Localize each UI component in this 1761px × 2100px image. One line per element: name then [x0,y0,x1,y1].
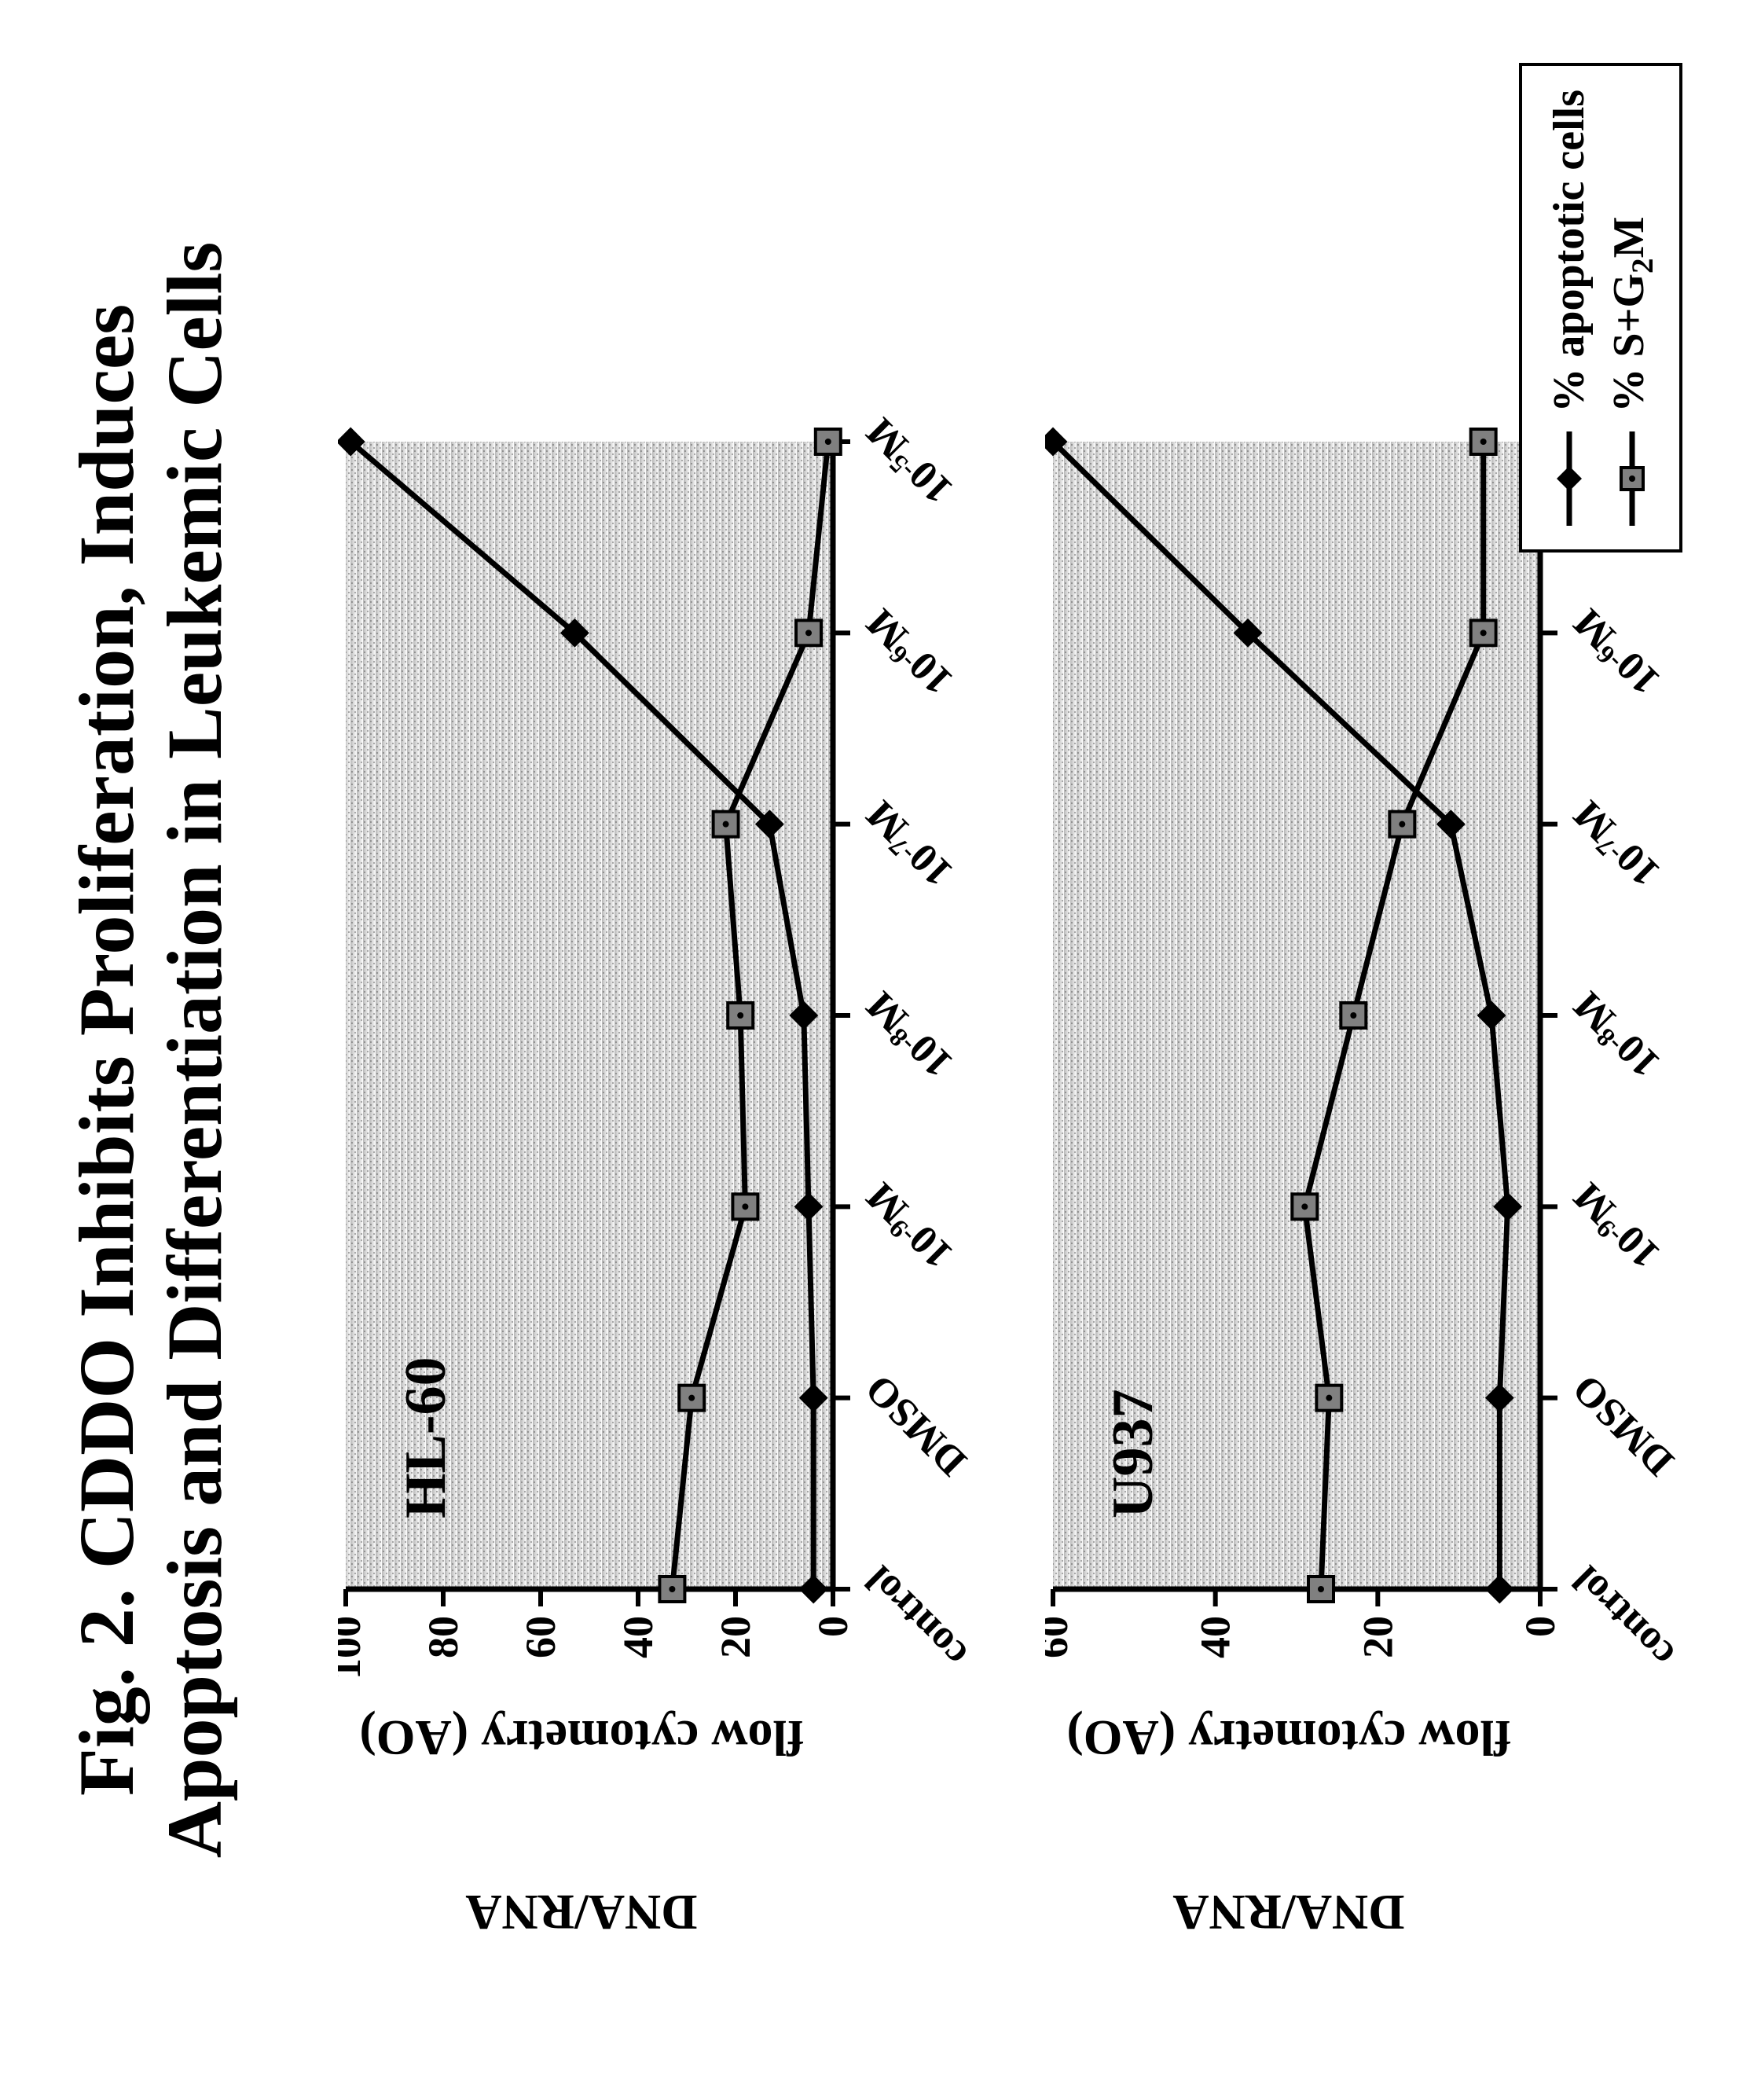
xtick-label: 10-5M [857,408,962,513]
figure-title: Fig. 2. CDDO Inhibits Proliferation, Ind… [63,0,239,2100]
xtick-label: DMSO [857,1365,976,1485]
svg-text:40: 40 [1192,1616,1239,1658]
xtick-label: 10-8M [1564,982,1669,1087]
svg-text:60: 60 [517,1616,564,1658]
xtick-label: 10-6M [857,600,962,705]
xtick-label: control [857,1556,977,1676]
xtick-label: 10-9M [857,1173,962,1279]
svg-text:20: 20 [712,1616,759,1658]
xtick-label: 10-8M [857,982,962,1087]
legend-label-apoptotic: % apoptotic cells [1544,90,1594,413]
page: Fig. 2. CDDO Inhibits Proliferation, Ind… [0,0,1761,2100]
svg-text:0: 0 [1517,1616,1564,1637]
legend-marker-square [1616,431,1648,526]
svg-text:40: 40 [615,1616,662,1658]
title-line1: Fig. 2. CDDO Inhibits Proliferation, Ind… [63,304,150,1796]
panel-label-u937: U937 [1100,1390,1167,1518]
ylabel-top-line2: flow cytometry (AO) [359,1709,803,1767]
svg-text:20: 20 [1354,1616,1401,1658]
xtick-label: 10-7M [1564,791,1669,896]
xtick-label: 10-6M [1564,600,1669,705]
ylabel-bottom-line1: DNA/RNA [1066,1883,1510,1941]
svg-text:80: 80 [420,1616,467,1658]
svg-text:0: 0 [809,1616,857,1637]
svg-text:60: 60 [1045,1616,1077,1658]
legend-item-apoptotic: % apoptotic cells [1538,90,1601,526]
figure-rotated: Fig. 2. CDDO Inhibits Proliferation, Ind… [0,0,1761,2100]
legend-item-sg2m: % S+G2M [1601,90,1664,526]
ylabel-bottom-line2: flow cytometry (AO) [1066,1709,1510,1767]
title-line2: Apoptosis and Differentiation in Leukemi… [151,242,238,1859]
xtick-label: 10-9M [1564,1173,1669,1279]
xtick-label: control [1564,1556,1684,1676]
legend-label-sg2m: % S+G2M [1604,217,1660,413]
xtick-label: DMSO [1564,1365,1683,1485]
ylabel-top-line1: DNA/RNA [359,1883,803,1941]
xtick-label: 10-7M [857,791,962,896]
panel-label-hl60: HL-60 [393,1357,460,1518]
legend-marker-diamond [1554,431,1585,526]
legend: % apoptotic cells % S+G2M [1519,63,1682,553]
svg-text:100: 100 [338,1616,369,1680]
